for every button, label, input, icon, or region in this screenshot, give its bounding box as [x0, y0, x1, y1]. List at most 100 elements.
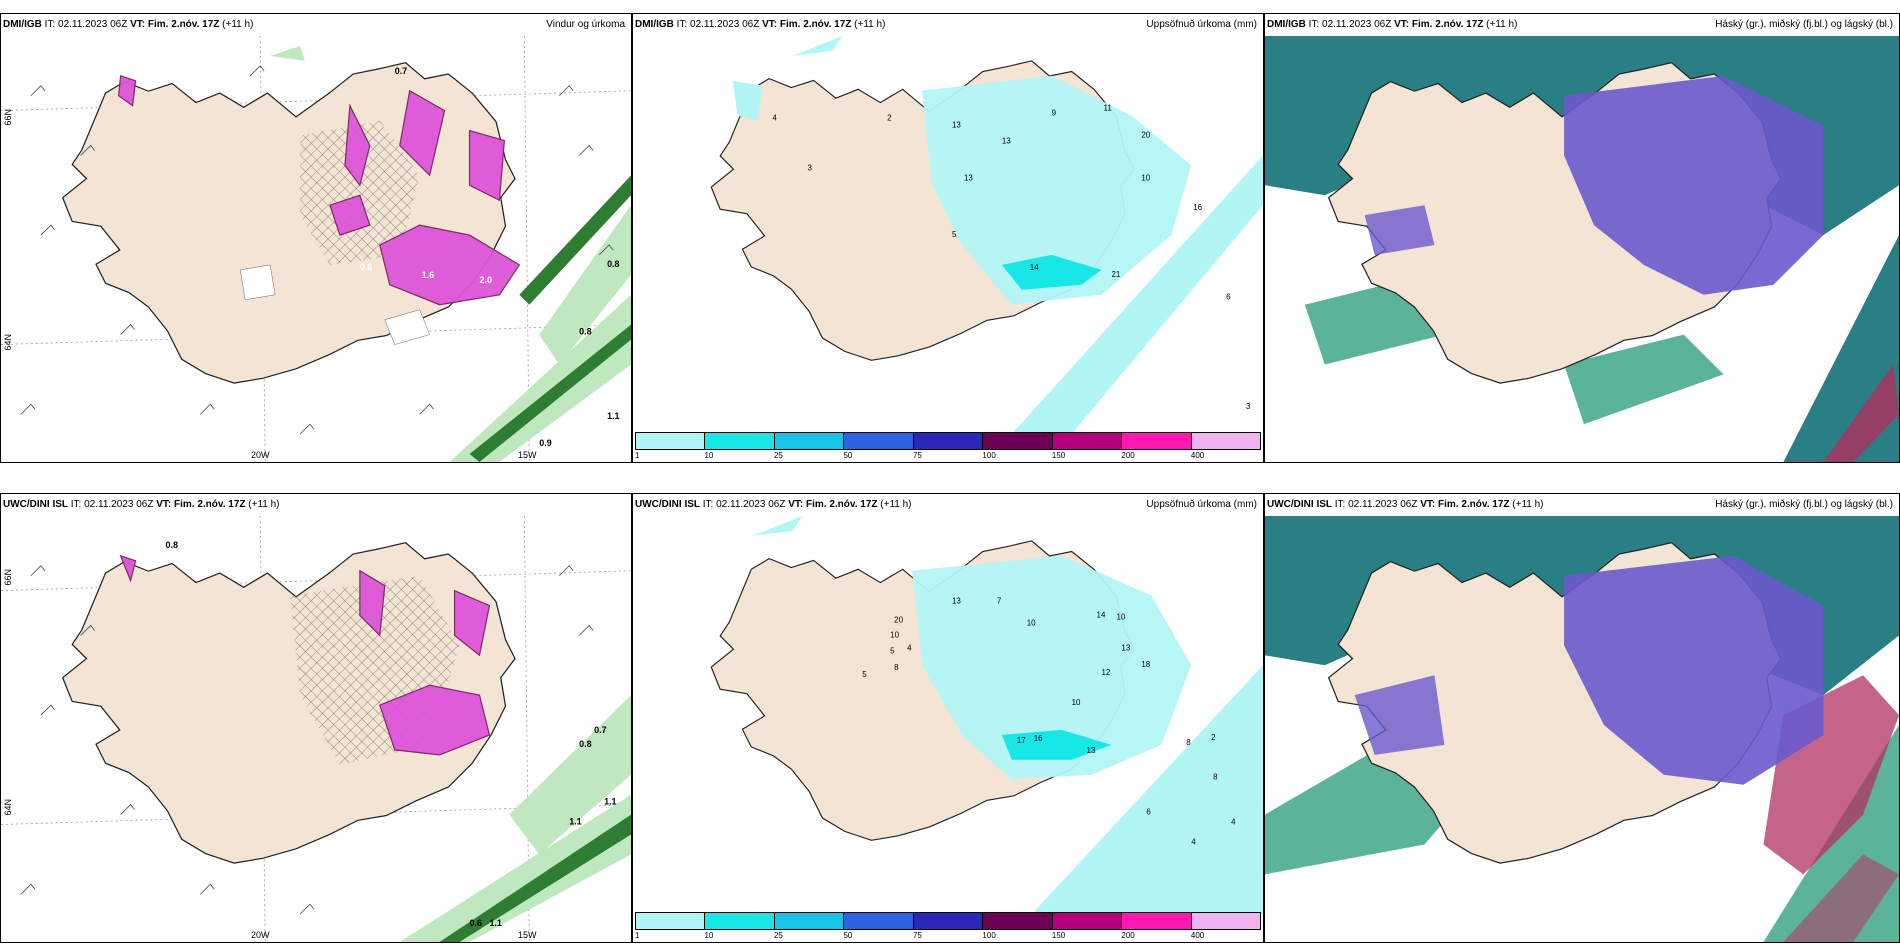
valid-time: Fim. 2.nóv. 17Z — [779, 19, 852, 30]
wind-value-label: 1.1 — [569, 817, 581, 827]
valid-label: VT: — [1394, 19, 1410, 30]
lead-time: (+11 h) — [880, 499, 912, 510]
map-panel-accum-precip-bottom: UWC/DINI ISL IT: 02.11.2023 06Z VT: Fim.… — [632, 493, 1264, 943]
colorbar-tick: 75 — [912, 931, 922, 940]
map-area — [1265, 516, 1899, 942]
precip-value-label: 11 — [1104, 104, 1113, 113]
wind-precip-map: 0.8 0.7 0.8 1.1 1.1 0.6 1.1 — [1, 516, 631, 942]
lon-tick-label: 20W — [251, 450, 270, 460]
map-panel-accum-precip-top: DMI/IGB IT: 02.11.2023 06Z VT: Fim. 2.nó… — [632, 13, 1264, 463]
colorbar-tick: 75 — [912, 451, 922, 460]
colorbar-swatch — [844, 433, 914, 449]
wind-value-label: 0.6 — [470, 918, 482, 928]
precip-value-label: 4 — [773, 114, 778, 123]
lead-time: (+11 h) — [248, 499, 280, 510]
colorbar-swatch — [1191, 433, 1260, 449]
map-panel-wind-precip-bottom: UWC/DINI ISL IT: 02.11.2023 06Z VT: Fim.… — [0, 493, 632, 943]
wind-value-label: 0.8 — [607, 259, 619, 269]
map-area: 13 7 10 20 10 5 4 8 14 10 13 18 12 10 17… — [633, 516, 1263, 914]
map-panel-clouds-bottom: UWC/DINI ISL IT: 02.11.2023 06Z VT: Fim.… — [1264, 493, 1900, 943]
wind-value-label: 0.8 — [579, 327, 591, 337]
precip-value-label: 1.6 — [422, 270, 434, 280]
valid-label: VT: — [1420, 499, 1436, 510]
init-time: IT: 02.11.2023 06Z — [70, 499, 154, 510]
colorbar-tick: 50 — [843, 451, 853, 460]
colorbar-tick: 1 — [635, 931, 640, 940]
model-name: UWC/DINI ISL — [1267, 499, 1332, 510]
precip-value-label: 13 — [964, 173, 973, 182]
lat-tick-label: 66N — [3, 109, 13, 126]
cloud-cover-map — [1265, 36, 1899, 462]
precip-value-label: 10 — [1027, 618, 1036, 627]
precip-colorbar — [635, 432, 1261, 450]
precip-value-label: 13 — [952, 121, 961, 130]
precip-value-label: 2 — [887, 114, 892, 123]
panel-title: Uppsöfnuð úrkoma (mm) — [1146, 19, 1257, 30]
colorbar-tick: 150 — [1051, 451, 1066, 460]
lon-tick-label: 15W — [518, 450, 537, 460]
panel-header: DMI/IGB IT: 02.11.2023 06Z VT: Fim. 2.nó… — [1265, 14, 1899, 36]
precip-value-label: 10 — [1116, 612, 1125, 621]
lon-tick-label: 15W — [518, 930, 537, 940]
wind-value-label: 0.8 — [579, 739, 591, 749]
precip-value-label: 7 — [997, 597, 1002, 606]
colorbar-swatch — [705, 433, 775, 449]
valid-time: Fim. 2.nóv. 17Z — [806, 499, 878, 510]
precip-value-label: 14 — [1097, 610, 1106, 619]
panel-title: Uppsöfnuð úrkoma (mm) — [1146, 499, 1257, 510]
panel-title: Vindur og úrkoma — [546, 19, 625, 30]
colorbar-tick: 400 — [1190, 451, 1205, 460]
colorbar-swatch — [1052, 913, 1123, 929]
precip-value-label: 10 — [1141, 173, 1150, 182]
colorbar-tick: 10 — [704, 451, 714, 460]
panel-header: UWC/DINI ISL IT: 02.11.2023 06Z VT: Fim.… — [633, 494, 1263, 516]
precip-value-label: 13 — [1002, 136, 1011, 145]
colorbar-swatch — [636, 433, 706, 449]
panel-title: Háský (gr.), miðský (fj.bl.) og lágský (… — [1715, 19, 1893, 30]
precip-value-label: 3 — [807, 163, 812, 172]
colorbar-tick: 10 — [704, 931, 714, 940]
panel-header: DMI/IGB IT: 02.11.2023 06Z VT: Fim. 2.nó… — [1, 14, 631, 36]
lead-time: (+11 h) — [854, 19, 886, 30]
precip-value-label: 6 — [1146, 808, 1151, 817]
precip-value-label: 6 — [1226, 293, 1231, 302]
lat-tick-label: 66N — [3, 569, 13, 586]
map-panel-clouds-top: DMI/IGB IT: 02.11.2023 06Z VT: Fim. 2.nó… — [1264, 13, 1900, 463]
precip-value-label: 12 — [1102, 668, 1111, 677]
colorbar-swatch — [1122, 433, 1192, 449]
valid-time: Fim. 2.nóv. 17Z — [1411, 19, 1484, 30]
lead-time: (+11 h) — [1486, 19, 1518, 30]
precip-value-label: 16 — [1034, 734, 1043, 743]
colorbar-swatch — [983, 913, 1053, 929]
lead-time: (+11 h) — [1512, 499, 1544, 510]
valid-label: VT: — [788, 499, 804, 510]
colorbar-swatch — [705, 913, 775, 929]
valid-time: Fim. 2.nóv. 17Z — [1438, 499, 1510, 510]
lat-tick-label: 64N — [3, 334, 13, 351]
precip-colorbar — [635, 912, 1261, 930]
colorbar-swatch — [774, 913, 845, 929]
wind-value-label: 0.9 — [539, 438, 551, 448]
panel-header: DMI/IGB IT: 02.11.2023 06Z VT: Fim. 2.nó… — [633, 14, 1263, 36]
colorbar-swatch — [913, 913, 984, 929]
colorbar-swatch — [913, 433, 984, 449]
colorbar-swatch — [1122, 913, 1192, 929]
init-time: IT: 02.11.2023 06Z — [702, 499, 786, 510]
precip-value-label: 8 — [894, 663, 899, 672]
model-name: UWC/DINI ISL — [635, 499, 700, 510]
panel-title: Háský (gr.), miðský (fj.bl.) og lágský (… — [1715, 499, 1893, 510]
wind-value-label: 1.1 — [607, 411, 619, 421]
precip-value-label: 21 — [1111, 270, 1120, 279]
colorbar-tick: 25 — [773, 451, 783, 460]
wind-precip-map: 0.7 0.8 0.8 0.9 1.1 2.0 1.6 0.6 — [1, 36, 631, 462]
wind-value-label: 1.1 — [604, 797, 616, 807]
valid-time: Fim. 2.nóv. 17Z — [147, 19, 220, 30]
map-area: 4 2 3 13 13 13 9 11 20 10 16 5 14 21 6 3 — [633, 36, 1263, 434]
valid-label: VT: — [130, 19, 146, 30]
panel-header: UWC/DINI ISL IT: 02.11.2023 06Z VT: Fim.… — [1, 494, 631, 516]
precip-value-label: 13 — [952, 597, 961, 606]
precip-value-label: 4 — [1231, 817, 1236, 826]
wind-value-label: 0.7 — [594, 725, 606, 735]
map-area: 0.8 0.7 0.8 1.1 1.1 0.6 1.1 — [1, 516, 631, 942]
wind-value-label: 0.7 — [395, 66, 407, 76]
